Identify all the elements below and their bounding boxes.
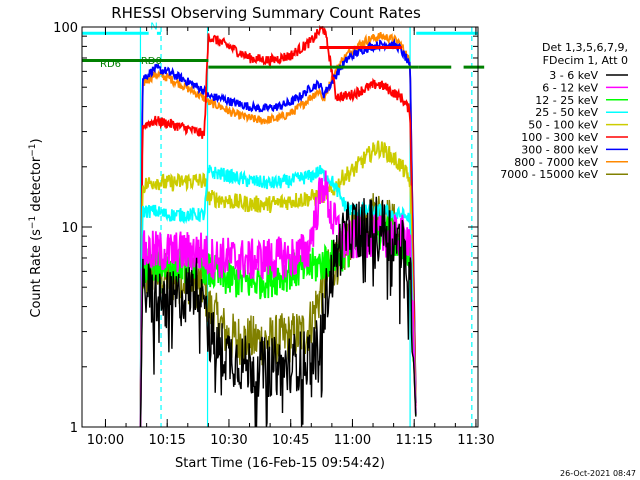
legend-label: 3 - 6 keV [549, 69, 598, 82]
y-tick-label: 10 [61, 221, 78, 236]
x-tick-label: 11:00 [334, 433, 371, 448]
series-3-6-kev [139, 196, 417, 428]
legend-label: 7000 - 15000 keV [500, 168, 598, 181]
x-tick-label: 10:30 [210, 433, 247, 448]
y-axis-label: Count Rate (s−1 detector−1) [28, 138, 44, 317]
legend-label: 100 - 300 keV [521, 131, 598, 144]
legend-label: 300 - 800 keV [521, 143, 598, 156]
series-100-300-kev [139, 24, 417, 428]
annotation-rd0: RD0 [141, 56, 162, 67]
legend-label: 800 - 7000 keV [514, 156, 598, 169]
legend-header-line-2: FDecim 1, Att 0 [543, 54, 628, 67]
legend-header-line-1: Det 1,3,5,6,7,9, [542, 41, 628, 54]
axes: 10:00 10:15 10:30 10:45 11:00 11:15 11:30 1 10 10… [53, 21, 495, 448]
x-axis-label: Start Time (16-Feb-15 09:54:42) [175, 456, 385, 471]
legend-label: 6 - 12 keV [542, 81, 598, 94]
legend-label: 25 - 50 keV [535, 106, 598, 119]
series-50-100-kev [139, 140, 417, 428]
x-tick-label: 11:30 [457, 433, 494, 448]
legend-label: 12 - 25 keV [535, 94, 598, 107]
series-300-800-kev [139, 38, 417, 428]
x-tick-label: 11:15 [395, 433, 432, 448]
x-tick-label: 10:00 [87, 433, 124, 448]
y-tick-label: 100 [53, 21, 78, 36]
x-tick-label: 10:45 [272, 433, 309, 448]
y-tick-label: 1 [70, 421, 78, 436]
legend-label: 50 - 100 keV [528, 119, 598, 132]
chart-title: RHESSI Observing Summary Count Rates [111, 4, 421, 22]
timestamp: 26-Oct-2021 08:47 [560, 469, 636, 478]
x-tick-label: 10:15 [148, 433, 185, 448]
legend: Det 1,3,5,6,7,9, FDecim 1, Att 0 3 - 6 k… [500, 41, 628, 181]
annotation-rd6: RD6 [100, 59, 121, 70]
